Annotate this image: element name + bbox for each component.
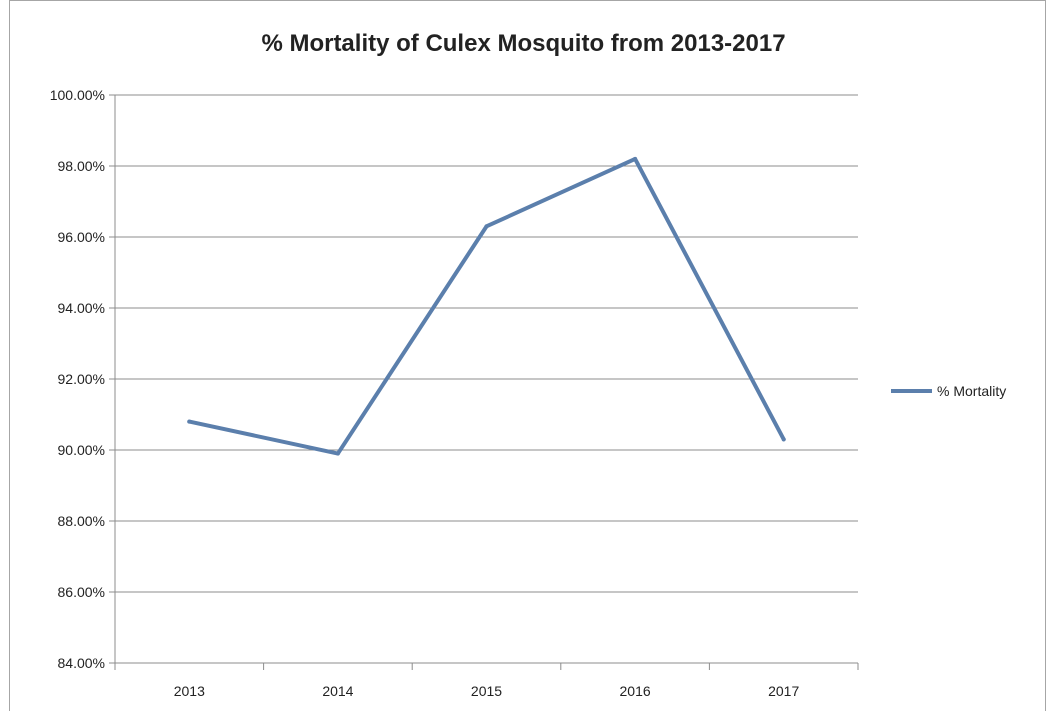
y-tick-label: 100.00% (50, 87, 105, 103)
y-tick-label: 84.00% (58, 655, 105, 671)
y-tick-label: 94.00% (58, 300, 105, 316)
series-lines (187, 156, 786, 456)
y-tick-label: 88.00% (58, 513, 105, 529)
y-tick-label: 86.00% (58, 584, 105, 600)
x-axis-tick-labels: 2013 2014 2015 2016 2017 (174, 683, 800, 699)
x-tick-label: 2016 (620, 683, 651, 699)
x-tick-label: 2013 (174, 683, 205, 699)
data-point (484, 224, 489, 229)
axes (109, 94, 859, 670)
y-axis-tick-labels: 84.00% 86.00% 88.00% 90.00% 92.00% 94.00% 96.0… (50, 87, 105, 671)
data-point (187, 419, 192, 424)
legend-label: % Mortality (937, 383, 1006, 399)
series-line (187, 156, 786, 456)
y-tick-label: 90.00% (58, 442, 105, 458)
gridlines (115, 94, 858, 593)
data-point (781, 437, 786, 442)
x-tick-label: 2014 (322, 683, 353, 699)
y-tick-label: 98.00% (58, 158, 105, 174)
y-tick-label: 92.00% (58, 371, 105, 387)
legend: % Mortality (891, 383, 1006, 399)
data-point (633, 156, 638, 161)
chart-title: % Mortality of Culex Mosquito from 2013-… (261, 30, 786, 57)
data-point (335, 451, 340, 456)
x-tick-label: 2017 (768, 683, 799, 699)
x-tick-label: 2015 (471, 683, 502, 699)
y-tick-label: 96.00% (58, 229, 105, 245)
